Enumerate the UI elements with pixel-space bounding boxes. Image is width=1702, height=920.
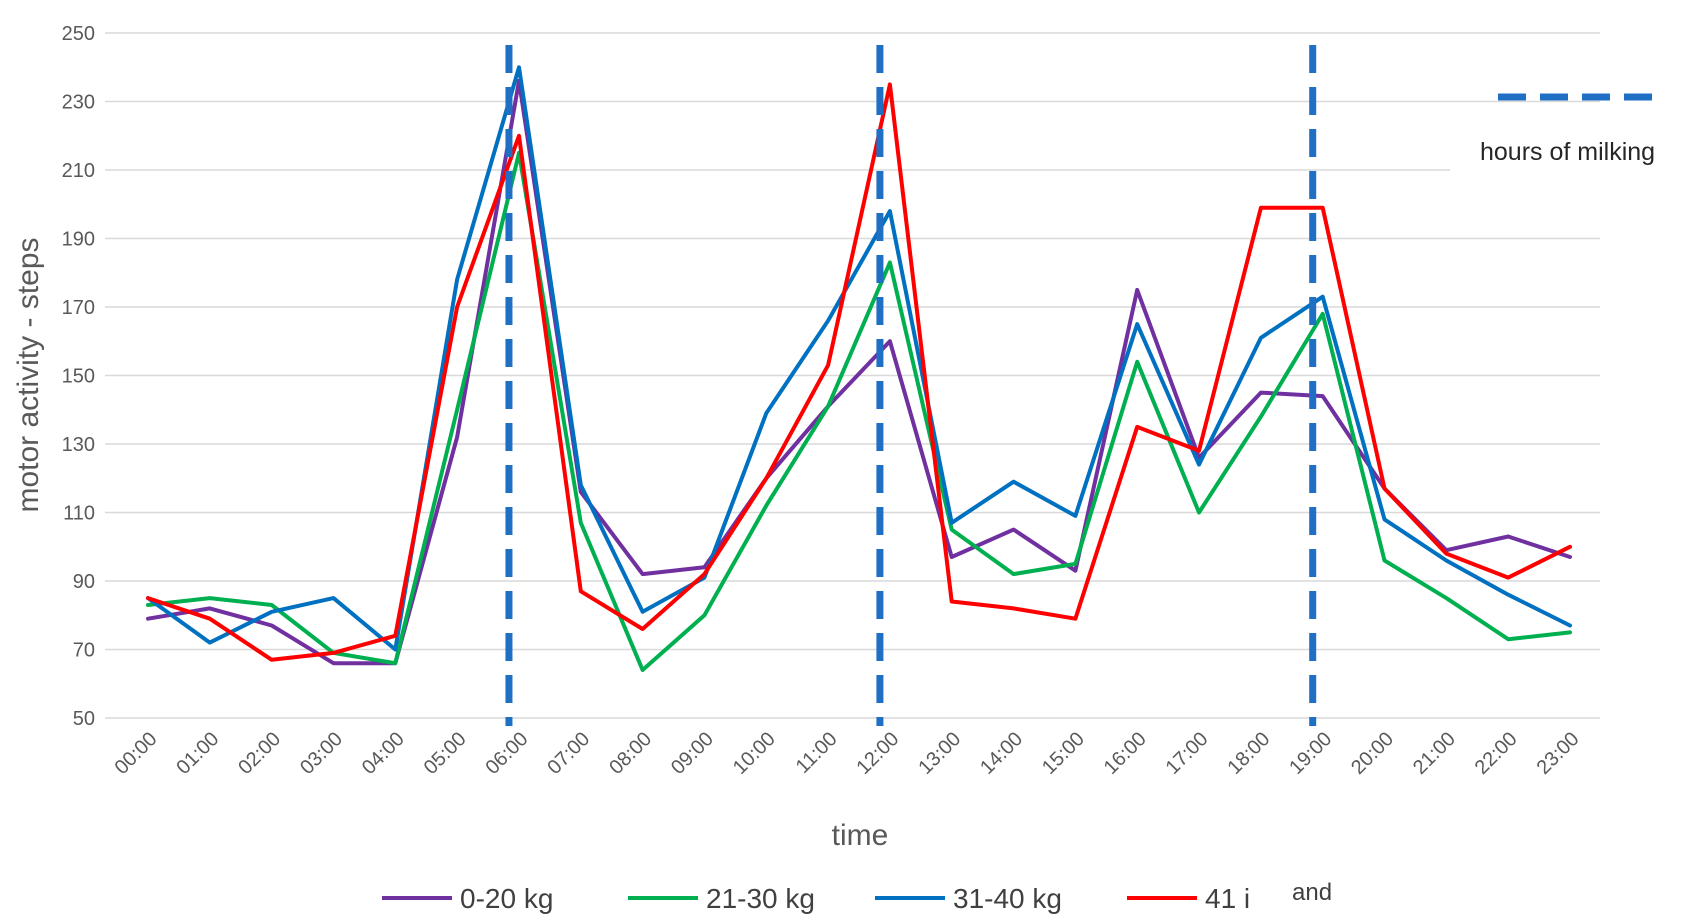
x-tick-label: 13:00 [914,728,965,779]
x-tick-label: 16:00 [1100,728,1151,779]
x-tick-label: 12:00 [852,728,903,779]
y-tick-label: 230 [62,92,95,114]
x-tick-label: 17:00 [1162,728,1213,779]
x-tick-label: 19:00 [1285,728,1336,779]
series-line-3 [146,82,1572,662]
y-tick-label: 250 [62,23,95,45]
x-tick-label: 07:00 [543,728,594,779]
legend-label-3: 41 i [1205,883,1250,914]
x-axis-ticks: 00:00 01:00 02:00 03:00 04:00 05:00 06:00 07:00… [111,728,1584,779]
milking-annotation-legend: hours of milking [1480,93,1662,166]
x-tick-label: 10:00 [729,728,780,779]
legend-label-0: 0-20 kg [460,883,553,914]
y-tick-label: 110 [63,503,95,525]
milking-legend-label: hours of milking [1480,138,1655,166]
y-tick-label: 130 [62,434,95,456]
y-tick-label: 190 [62,229,95,251]
y-tick-label: 70 [73,640,95,662]
x-tick-label: 04:00 [358,728,409,779]
series-legend: 0-20 kg 21-30 kg 31-40 kg 41 i [382,883,1250,914]
x-tick-label: 14:00 [976,728,1027,779]
x-tick-label: 05:00 [420,728,471,779]
x-tick-label: 06:00 [482,728,533,779]
x-tick-label: 03:00 [296,728,347,779]
y-tick-label: 210 [62,160,95,182]
series-lines [146,65,1572,672]
legend-label-1: 21-30 kg [706,883,815,914]
milking-lines [505,45,1317,726]
x-tick-label: 11:00 [792,728,842,778]
x-tick-label: 23:00 [1533,728,1584,779]
y-tick-label: 50 [73,708,95,730]
y-tick-label: 170 [62,297,95,319]
gridlines [105,32,1600,719]
x-tick-label: 01:00 [172,728,223,779]
series-line-1 [146,150,1572,672]
y-axis-ticks: 50 70 90 110 130 150 170 190 210 230 250 [62,23,95,730]
x-tick-label: 21:00 [1409,728,1460,779]
x-tick-label: 22:00 [1471,728,1522,779]
x-tick-label: 09:00 [667,728,718,779]
x-tick-label: 02:00 [234,728,285,779]
y-axis-title: motor activity - steps [12,237,45,512]
x-tick-label: 20:00 [1347,728,1398,779]
x-tick-label: 00:00 [111,728,162,779]
x-axis-title: time [832,819,889,852]
x-tick-label: 18:00 [1223,728,1274,779]
series-line-2 [146,65,1572,652]
series-line-0 [146,78,1572,666]
x-tick-label: 15:00 [1038,728,1089,779]
legend-label-2: 31-40 kg [953,883,1062,914]
legend-extra-text: and [1292,879,1332,906]
y-tick-label: 90 [73,571,95,593]
x-tick-label: 08:00 [605,728,656,779]
y-tick-label: 150 [62,366,95,388]
